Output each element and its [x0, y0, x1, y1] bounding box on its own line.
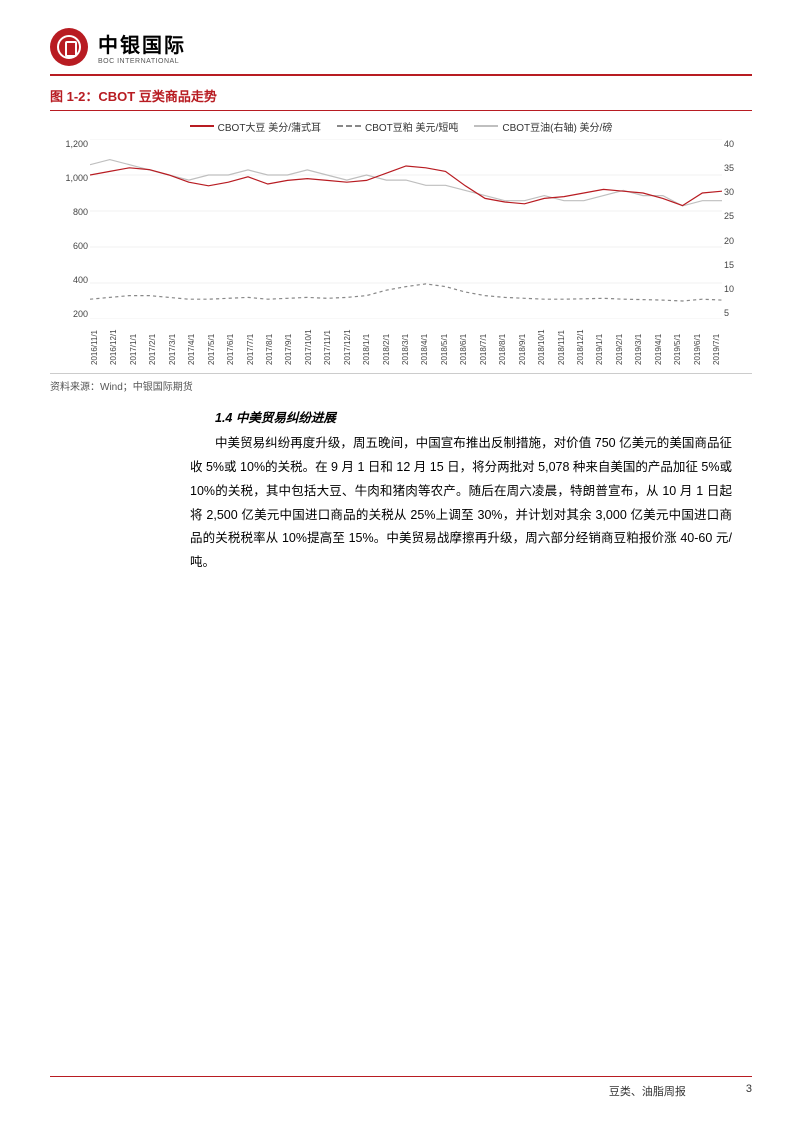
brand-cn: 中银国际 — [98, 29, 186, 58]
figure-title: 图 1-2：CBOT 豆类商品走势 — [50, 89, 217, 104]
y-left-tick: 1,200 — [50, 139, 88, 149]
cbot-chart: CBOT大豆 美分/蒲式耳 CBOT豆粕 美元/短吨 CBOT豆油(右轴) 美分/磅… — [50, 119, 752, 369]
y-right-tick: 40 — [724, 139, 752, 149]
figure-source: 资料来源：Wind；中银国际期货 — [50, 373, 752, 393]
footer: 豆类、油脂周报 3 — [50, 1076, 752, 1100]
y-left-tick: 400 — [50, 275, 88, 285]
y-left-tick: 1,000 — [50, 173, 88, 183]
section-heading: 1.4 中美贸易纠纷进展 — [190, 407, 732, 431]
legend-item: CBOT豆粕 美元/短吨 — [337, 119, 458, 134]
figure-title-row: 图 1-2：CBOT 豆类商品走势 — [50, 86, 752, 111]
y-axis-right: 40 35 30 25 20 15 10 5 — [724, 139, 752, 319]
header: 中银国际 BOC INTERNATIONAL — [0, 0, 802, 74]
boc-logo-icon — [50, 28, 88, 66]
chart-legend: CBOT大豆 美分/蒲式耳 CBOT豆粕 美元/短吨 CBOT豆油(右轴) 美分/磅 — [50, 119, 752, 134]
y-left-tick: 600 — [50, 241, 88, 251]
x-axis: 2016/11/12016/12/12017/1/12017/2/12017/3… — [90, 321, 722, 369]
y-right-tick: 10 — [724, 284, 752, 294]
footer-rule — [50, 1076, 752, 1078]
header-rule — [50, 74, 752, 76]
chart-svg — [90, 139, 722, 319]
x-tick: 2019/7/1 — [712, 355, 760, 365]
y-right-tick: 30 — [724, 187, 752, 197]
y-right-tick: 20 — [724, 236, 752, 246]
body-text: 1.4 中美贸易纠纷进展 中美贸易纠纷再度升级，周五晚间，中国宣布推出反制措施，… — [190, 407, 732, 575]
y-right-tick: 25 — [724, 211, 752, 221]
section-paragraph: 中美贸易纠纷再度升级，周五晚间，中国宣布推出反制措施，对价值 750 亿美元的美… — [190, 432, 732, 575]
soybean-line — [90, 166, 722, 206]
brand-text: 中银国际 BOC INTERNATIONAL — [98, 29, 186, 65]
y-left-tick: 200 — [50, 309, 88, 319]
footer-page-number: 3 — [746, 1083, 752, 1099]
y-axis-left: 1,200 1,000 800 600 400 200 — [50, 139, 88, 319]
y-left-tick: 800 — [50, 207, 88, 217]
footer-doc-title: 豆类、油脂周报 — [609, 1083, 686, 1099]
brand-en: BOC INTERNATIONAL — [98, 58, 186, 65]
legend-item: CBOT大豆 美分/蒲式耳 — [190, 119, 321, 134]
y-right-tick: 5 — [724, 308, 752, 318]
y-right-tick: 35 — [724, 163, 752, 173]
soymeal-line — [90, 283, 722, 300]
legend-item: CBOT豆油(右轴) 美分/磅 — [474, 119, 612, 134]
chart-plot — [90, 139, 722, 319]
y-right-tick: 15 — [724, 260, 752, 270]
